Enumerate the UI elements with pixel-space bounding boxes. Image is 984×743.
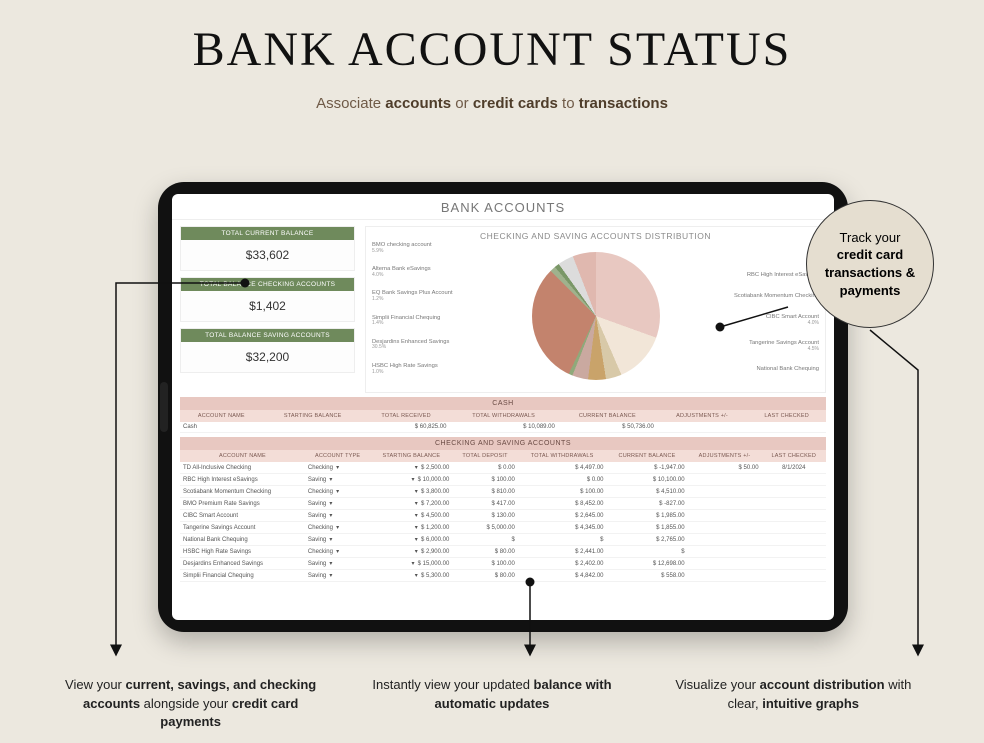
table-col-header: CURRENT BALANCE [558,410,657,422]
pie-wrap [492,243,699,388]
table-col-header: STARTING BALANCE [263,410,363,422]
dropdown-icon[interactable]: ▾ [335,524,341,531]
table-col-header: ADJUSTMENTS +/- [688,450,762,462]
dropdown-icon[interactable]: ▾ [410,560,416,567]
dropdown-icon[interactable]: ▾ [413,524,419,531]
kpi-label: TOTAL BALANCE SAVING ACCOUNTS [181,329,354,342]
dropdown-icon[interactable]: ▾ [328,512,334,519]
table-col-header: ADJUSTMENTS +/- [657,410,747,422]
kpi-card: TOTAL BALANCE CHECKING ACCOUNTS $1,402 [180,277,355,322]
dropdown-icon[interactable]: ▾ [413,548,419,555]
table-row[interactable]: Tangerine Savings AccountChecking ▾▾ $ 1… [180,522,826,534]
accounts-table: ACCOUNT NAMEACCOUNT TYPESTARTING BALANCE… [180,450,826,582]
kpi-card: TOTAL BALANCE SAVING ACCOUNTS $32,200 [180,328,355,373]
kpi-card: TOTAL CURRENT BALANCE $33,602 [180,226,355,271]
dropdown-icon[interactable]: ▾ [328,536,334,543]
table-col-header: TOTAL WITHDRAWALS [518,450,607,462]
kpi-label: TOTAL BALANCE CHECKING ACCOUNTS [181,278,354,291]
cash-table-caption: CASH [180,397,826,410]
bottom-callouts: View your current, savings, and checking… [0,676,984,731]
table-row[interactable]: BMO Premium Rate SavingsSaving ▾▾ $ 7,20… [180,498,826,510]
kpi-label: TOTAL CURRENT BALANCE [181,227,354,240]
dropdown-icon[interactable]: ▾ [335,464,341,471]
table-col-header: TOTAL RECEIVED [363,410,450,422]
chart-label: Scotiabank Momentum Checking [699,294,819,300]
table-col-header: ACCOUNT NAME [180,450,305,462]
tablet-frame: BANK ACCOUNTS TOTAL CURRENT BALANCE $33,… [158,182,848,632]
distribution-chart: CHECKING AND SAVING ACCOUNTS DISTRIBUTIO… [365,226,826,393]
callout-left: View your current, savings, and checking… [61,676,321,731]
tablet-camera-notch [160,382,168,432]
chart-label: HSBC High Rate Savings1.0% [372,364,492,375]
table-col-header: LAST CHECKED [747,410,826,422]
table-col-header: ACCOUNT TYPE [305,450,370,462]
chart-label: EQ Bank Savings Plus Account1.2% [372,291,492,302]
table-row[interactable]: National Bank ChequingSaving ▾▾ $ 6,000.… [180,534,826,546]
dropdown-icon[interactable]: ▾ [335,548,341,555]
dropdown-icon[interactable]: ▾ [413,464,419,471]
kpi-column: TOTAL CURRENT BALANCE $33,602 TOTAL BALAN… [180,226,355,393]
table-row[interactable]: Simplii Financial ChequingSaving ▾▾ $ 5,… [180,570,826,582]
kpi-value: $33,602 [181,240,354,270]
dropdown-icon[interactable]: ▾ [328,560,334,567]
table-row[interactable]: CIBC Smart AccountSaving ▾▾ $ 4,500.00$ … [180,510,826,522]
dropdown-icon[interactable]: ▾ [413,488,419,495]
cash-table: ACCOUNT NAMESTARTING BALANCETOTAL RECEIV… [180,410,826,433]
table-row[interactable]: Scotiabank Momentum CheckingChecking ▾▾ … [180,486,826,498]
dropdown-icon[interactable]: ▾ [328,572,334,579]
chart-label: Alterna Bank eSavings4.0% [372,267,492,278]
dropdown-icon[interactable]: ▾ [413,572,419,579]
table-row[interactable]: HSBC High Rate SavingsChecking ▾▾ $ 2,90… [180,546,826,558]
cash-table-section: CASH ACCOUNT NAMESTARTING BALANCETOTAL R… [172,397,834,433]
chart-label: BMO checking account5.9% [372,243,492,254]
accounts-table-section: CHECKING AND SAVING ACCOUNTS ACCOUNT NAM… [172,437,834,582]
table-col-header: TOTAL DEPOSIT [452,450,517,462]
chart-right-labels: RBC High Interest eSavings Scotiabank Mom… [699,243,819,388]
dropdown-icon[interactable]: ▾ [413,512,419,519]
table-row[interactable]: TD All-Inclusive CheckingChecking ▾▾ $ 2… [180,462,826,474]
table-col-header: ACCOUNT NAME [180,410,263,422]
chart-title: CHECKING AND SAVING ACCOUNTS DISTRIBUTIO… [372,231,819,241]
chart-label: Tangerine Savings Account4.5% [699,341,819,352]
chart-label: National Bank Chequing [699,367,819,373]
chart-left-labels: BMO checking account5.9% Alterna Bank eSa… [372,243,492,388]
table-col-header: STARTING BALANCE [370,450,452,462]
chart-label: RBC High Interest eSavings [699,273,819,279]
app-screen: BANK ACCOUNTS TOTAL CURRENT BALANCE $33,… [172,194,834,620]
dropdown-icon[interactable]: ▾ [413,536,419,543]
dropdown-icon[interactable]: ▾ [413,500,419,507]
table-col-header: TOTAL WITHDRAWALS [449,410,557,422]
chart-label: CIBC Smart Account4.0% [699,315,819,326]
dropdown-icon[interactable]: ▾ [328,500,334,507]
pie-chart-icon [532,252,660,380]
dropdown-icon[interactable]: ▾ [328,476,334,483]
dropdown-icon[interactable]: ▾ [335,488,341,495]
kpi-value: $1,402 [181,291,354,321]
screen-title: BANK ACCOUNTS [172,194,834,220]
table-col-header: LAST CHECKED [762,450,826,462]
chart-label: Simplii Financial Chequing1.4% [372,316,492,327]
table-row[interactable]: RBC High Interest eSavingsSaving ▾▾ $ 10… [180,474,826,486]
chart-label: Desjardins Enhanced Savings30.5% [372,340,492,351]
table-row[interactable]: Cash$ 60,825.00$ 10,089.00$ 50,736.00 [180,422,826,433]
table-col-header: CURRENT BALANCE [607,450,688,462]
page-title: BANK ACCOUNT STATUS [0,22,984,77]
accounts-table-caption: CHECKING AND SAVING ACCOUNTS [180,437,826,450]
callout-right: Visualize your account distribution with… [663,676,923,731]
callout-middle: Instantly view your updated balance with… [362,676,622,731]
dropdown-icon[interactable]: ▾ [410,476,416,483]
page-subtitle: Associate accounts or credit cards to tr… [0,95,984,112]
kpi-value: $32,200 [181,342,354,372]
table-row[interactable]: Desjardins Enhanced SavingsSaving ▾▾ $ 1… [180,558,826,570]
callout-circle-credit-card: Track your credit card transactions & pa… [806,200,934,328]
